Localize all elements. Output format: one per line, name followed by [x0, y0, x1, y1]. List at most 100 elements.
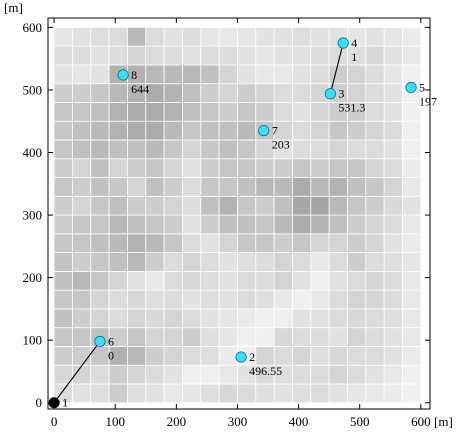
heatmap-cell: [72, 83, 92, 103]
heatmap-cell: [347, 383, 367, 404]
heatmap-cell: [237, 83, 257, 103]
y-tick-label: 200: [23, 270, 43, 285]
heatmap-cell: [200, 383, 220, 404]
heatmap-cell: [292, 83, 312, 103]
y-tick-label: 400: [23, 145, 43, 160]
heatmap-cell: [163, 83, 183, 103]
heatmap-cell: [347, 289, 367, 310]
heatmap-cell: [365, 346, 385, 366]
heatmap-cell: [145, 139, 165, 160]
heatmap-cell: [273, 252, 293, 272]
heatmap-cell: [310, 327, 330, 347]
heatmap-cell: [383, 26, 403, 47]
heatmap-cell: [53, 102, 73, 122]
point-marker: [405, 81, 417, 94]
heatmap-cell: [237, 158, 257, 178]
link-line: [53, 341, 101, 404]
heatmap-cell: [127, 177, 147, 197]
heatmap-cell: [218, 233, 238, 254]
heatmap-cell: [365, 327, 385, 347]
heatmap-cell: [218, 26, 238, 47]
x-tick-label: 400: [289, 414, 309, 429]
heatmap-cell: [72, 270, 92, 291]
heatmap-cell: [90, 214, 110, 235]
point-marker: [337, 37, 349, 49]
heatmap-cell: [90, 83, 110, 103]
heatmap-cell: [347, 195, 367, 216]
heatmap-cell: [292, 26, 312, 47]
point-4: 41: [337, 36, 357, 64]
heatmap-cell: [127, 364, 147, 385]
heatmap-cell: [182, 64, 202, 85]
heatmap-cell: [292, 327, 312, 347]
heatmap-cell: [145, 346, 165, 366]
heatmap-cell: [402, 214, 422, 235]
heatmap-cell: [237, 45, 257, 66]
heatmap-cell: [402, 195, 422, 216]
heatmap-cell: [53, 26, 73, 47]
point-6: 60: [94, 334, 114, 362]
heatmap-cell: [347, 158, 367, 178]
heatmap-cell: [328, 64, 348, 85]
heatmap-cell: [90, 102, 110, 122]
heatmap-cell: [90, 26, 110, 47]
heatmap-cell: [72, 195, 92, 216]
heatmap-cell: [402, 252, 422, 272]
heatmap-cell: [237, 195, 257, 216]
heatmap-cell: [237, 102, 257, 122]
heatmap-cell: [145, 195, 165, 216]
heatmap-cell: [273, 327, 293, 347]
heatmap-cell: [237, 120, 257, 141]
heatmap-cell: [292, 102, 312, 122]
heatmap-cell: [218, 177, 238, 197]
heatmap-cell: [182, 177, 202, 197]
heatmap-cell: [200, 252, 220, 272]
heatmap-cell: [182, 26, 202, 47]
heatmap-cell: [163, 177, 183, 197]
heatmap-cell: [53, 308, 73, 329]
heatmap-cell: [182, 195, 202, 216]
heatmap-cell: [145, 177, 165, 197]
heatmap-cell: [273, 289, 293, 310]
heatmap-cell: [292, 177, 312, 197]
heatmap-cell: [383, 270, 403, 291]
heatmap-cell: [328, 270, 348, 291]
heatmap-cell: [53, 83, 73, 103]
point-1: 1: [48, 396, 68, 410]
point-id-label: 6: [108, 334, 114, 348]
heatmap-cell: [108, 383, 128, 404]
heatmap-cell: [200, 120, 220, 141]
point-value-label: 531.3: [338, 101, 365, 115]
heatmap-cell: [402, 139, 422, 160]
x-tick-label: 600: [411, 414, 431, 429]
heatmap-cell: [310, 158, 330, 178]
heatmap-cell: [383, 177, 403, 197]
heatmap-cell: [90, 270, 110, 291]
heatmap-cell: [53, 158, 73, 178]
heatmap-cell: [218, 346, 238, 366]
heatmap-cell: [292, 45, 312, 66]
heatmap-cell: [72, 158, 92, 178]
heatmap-cell: [182, 233, 202, 254]
heatmap-cell: [218, 214, 238, 235]
link-lines: [53, 42, 344, 404]
heatmap-cell: [292, 383, 312, 404]
heatmap-cell: [292, 308, 312, 329]
heatmap-cell: [365, 158, 385, 178]
heatmap-cell: [347, 139, 367, 160]
heatmap-cell: [292, 346, 312, 366]
heatmap-cell: [127, 252, 147, 272]
heatmap-cell: [200, 308, 220, 329]
heatmap-cell: [255, 270, 275, 291]
heatmap-cell: [200, 346, 220, 366]
heatmap-cell: [237, 26, 257, 47]
heatmap-cell: [310, 383, 330, 404]
heatmap-cell: [145, 233, 165, 254]
heatmap-cell: [365, 195, 385, 216]
point-value-label: 197: [419, 94, 437, 108]
heatmap-cell: [200, 289, 220, 310]
heatmap-cell: [200, 177, 220, 197]
heatmap-cell: [127, 327, 147, 347]
heatmap-cell: [310, 177, 330, 197]
